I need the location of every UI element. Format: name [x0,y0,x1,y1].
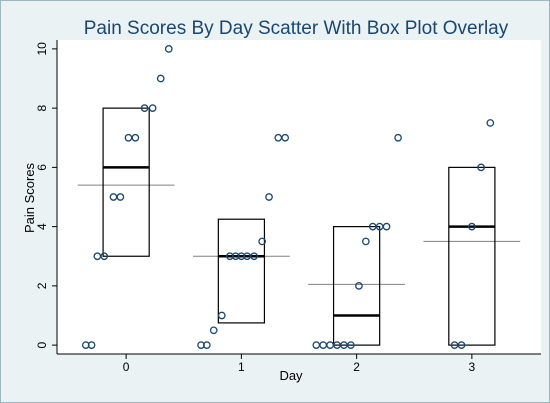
data-point [250,252,258,261]
data-point [347,341,355,349]
data-point [164,45,173,53]
data-point [156,74,165,83]
data-point [148,104,157,112]
data-point [382,222,391,231]
data-point [281,133,290,142]
box-plots [77,107,521,346]
x-tick-label: 2 [353,360,360,374]
y-axis-label: Pain Scores [22,162,37,233]
x-tick-label: 1 [238,360,245,374]
y-tick-label: 0 [35,341,49,348]
iqr-box [102,107,150,257]
data-point [100,252,109,261]
scatter-points [81,45,495,349]
y-tick-label: 4 [35,223,49,230]
data-point [131,133,140,142]
data-point [394,133,402,142]
x-tick-label: 3 [469,360,476,374]
data-point [140,104,149,112]
iqr-box [217,218,266,324]
y-tick-label: 8 [35,104,49,111]
data-point [217,311,226,320]
x-axis-label: Day [279,368,303,383]
plot-area [57,40,541,354]
x-axis: 0 1 2 3 [57,353,541,374]
data-point [202,341,211,349]
data-point [116,193,125,201]
data-point [209,326,218,335]
data-point [355,282,363,290]
iqr-box [332,226,381,346]
x-tick-label: 0 [123,360,130,374]
data-point [265,193,273,201]
data-point [457,341,466,349]
data-point [258,237,266,246]
data-point [87,341,96,349]
y-tick-label: 10 [35,42,49,56]
y-tick-label: 2 [35,282,49,289]
y-tick-label: 6 [35,164,49,171]
y-axis: 0 2 4 6 8 10 [35,40,58,354]
data-point [477,163,485,172]
iqr-box [448,166,496,346]
data-point [468,222,476,231]
data-point [486,119,495,127]
chart-title: Pain Scores By Day Scatter With Box Plot… [84,18,509,39]
data-point [361,237,370,246]
